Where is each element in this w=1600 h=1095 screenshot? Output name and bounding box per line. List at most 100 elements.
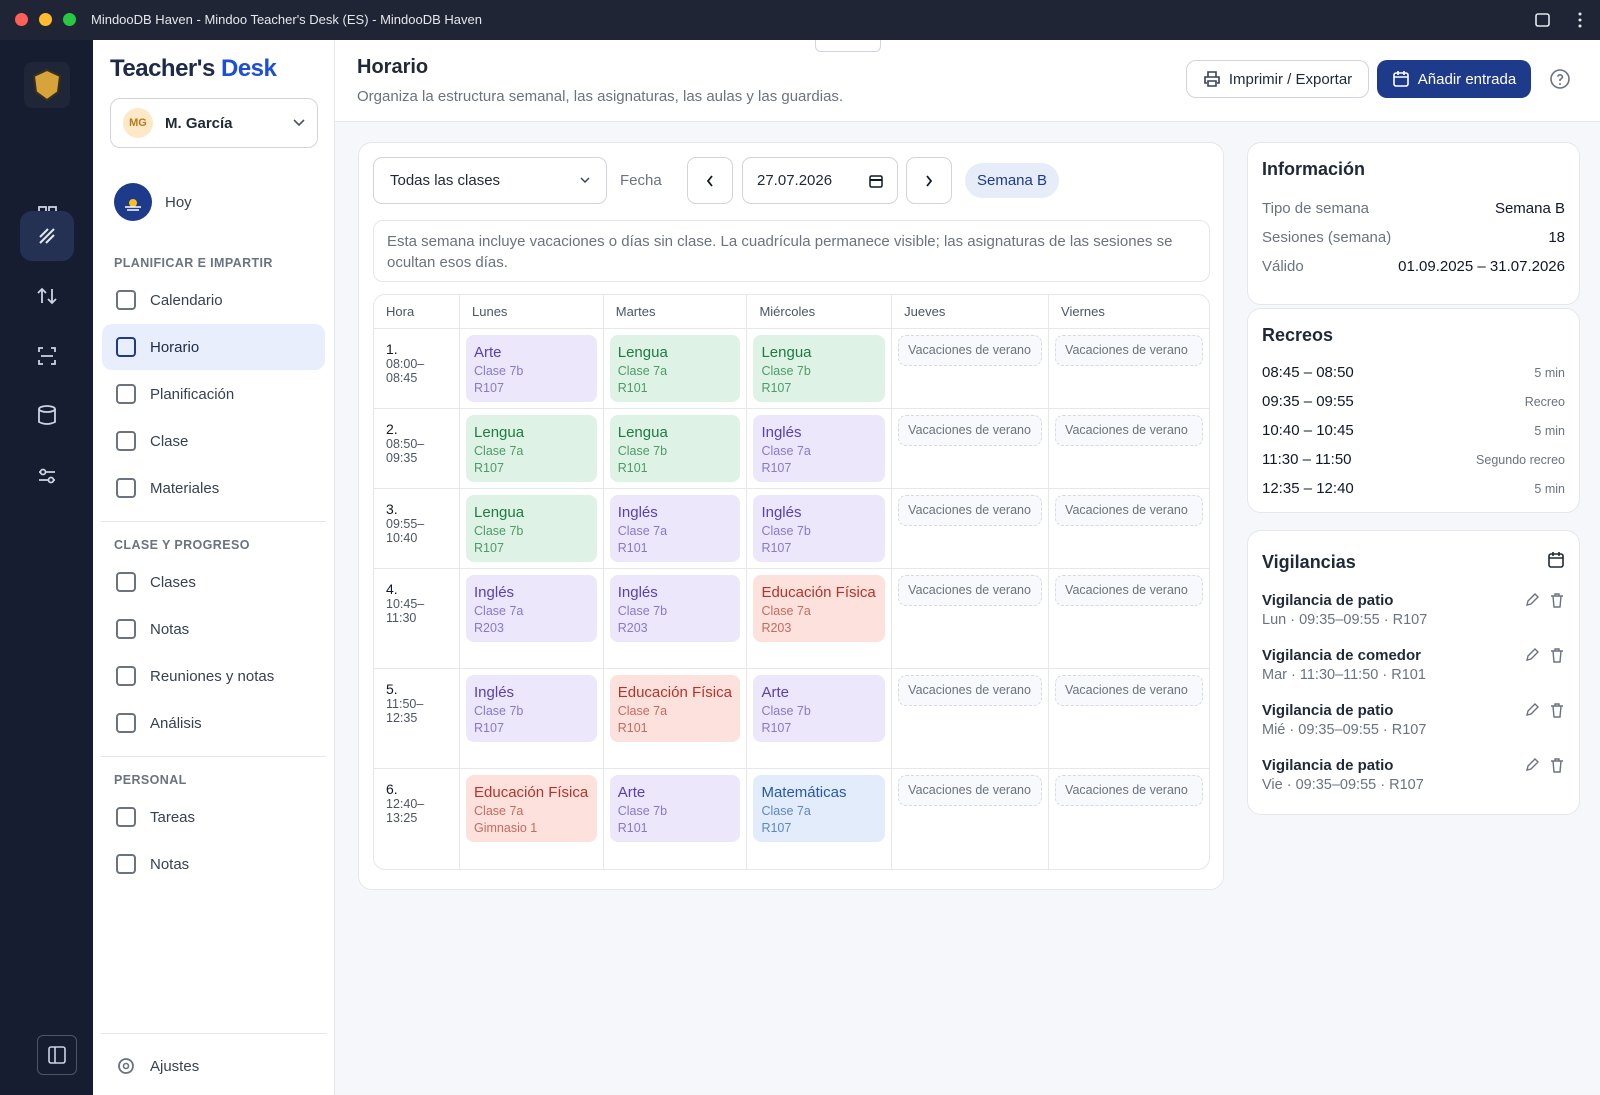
collapse-tab[interactable] xyxy=(815,40,881,52)
delete-icon[interactable] xyxy=(1549,702,1565,723)
session[interactable]: Inglés Clase 7a R101 xyxy=(609,495,741,562)
add-label: Añadir entrada xyxy=(1417,70,1517,88)
break-time: 09:35 – 09:55 xyxy=(1262,393,1354,410)
sync-nav[interactable] xyxy=(20,271,74,321)
supervision-detail: Mar · 11:30–11:50 · R101 xyxy=(1262,667,1426,683)
session[interactable]: Inglés Clase 7b R107 xyxy=(753,495,886,562)
close-button[interactable] xyxy=(15,13,28,26)
planning-nav[interactable] xyxy=(20,211,74,261)
session[interactable]: Arte Clase 7b R107 xyxy=(753,675,886,742)
print-button[interactable]: Imprimir / Exportar xyxy=(1186,60,1369,98)
nav-icon xyxy=(116,572,136,592)
nav-item[interactable]: Clases xyxy=(102,559,325,605)
break-row: 10:40 – 10:45 5 min xyxy=(1262,416,1565,445)
delete-icon[interactable] xyxy=(1549,647,1565,668)
session-room: R101 xyxy=(617,380,648,395)
nav-item[interactable]: Reuniones y notas xyxy=(102,653,325,699)
nav-item[interactable]: Tareas xyxy=(102,794,325,840)
database-nav[interactable] xyxy=(20,391,74,441)
nav-item[interactable]: Análisis xyxy=(102,700,325,746)
supervision-card: Vigilancias Vigilancia de patio Lun · 09:3… xyxy=(1247,530,1580,815)
edit-icon[interactable] xyxy=(1524,757,1540,778)
nav-item[interactable]: Materiales xyxy=(102,465,325,511)
nav-item[interactable]: Notas xyxy=(102,841,325,887)
filters-nav[interactable] xyxy=(20,451,74,501)
section-title: PERSONAL xyxy=(114,773,187,787)
session[interactable]: Educación Física Clase 7a R203 xyxy=(753,575,886,642)
holiday-note: Vacaciones de verano xyxy=(1055,415,1203,446)
session-room: R101 xyxy=(617,540,648,555)
period-number: 1. xyxy=(386,341,398,357)
delete-icon[interactable] xyxy=(1549,757,1565,778)
app-logo xyxy=(24,62,70,108)
day-cell: Vacaciones de verano xyxy=(1048,489,1209,569)
session-class: Clase 7b xyxy=(761,364,811,378)
add-button[interactable]: Añadir entrada xyxy=(1377,60,1531,98)
class-filter[interactable]: Todas las clases xyxy=(373,157,607,204)
minimize-button[interactable] xyxy=(39,13,52,26)
supervision-actions xyxy=(1524,702,1565,723)
session-subject: Lengua xyxy=(617,424,668,441)
session[interactable]: Lengua Clase 7a R107 xyxy=(466,415,597,482)
settings-link[interactable]: Ajustes xyxy=(102,1043,325,1089)
info-label: Tipo de semana xyxy=(1262,200,1370,217)
period-number: 3. xyxy=(386,501,398,517)
prev-week-button[interactable] xyxy=(687,157,733,204)
nav-item[interactable]: Clase xyxy=(102,418,325,464)
delete-icon[interactable] xyxy=(1549,592,1565,613)
session[interactable]: Arte Clase 7b R101 xyxy=(609,775,741,842)
session[interactable]: Inglés Clase 7a R107 xyxy=(753,415,886,482)
edit-icon[interactable] xyxy=(1524,702,1540,723)
session[interactable]: Educación Física Clase 7a Gimnasio 1 xyxy=(466,775,597,842)
maximize-button[interactable] xyxy=(63,13,76,26)
nav-item[interactable]: Notas xyxy=(102,606,325,652)
column-header: Viernes xyxy=(1048,295,1209,329)
break-time: 10:40 – 10:45 xyxy=(1262,422,1354,439)
user-initials: MG xyxy=(123,108,153,138)
nav-item[interactable]: Planificación xyxy=(102,371,325,417)
session[interactable]: Lengua Clase 7b R107 xyxy=(466,495,597,562)
scan-nav[interactable] xyxy=(20,331,74,381)
session-room: R203 xyxy=(761,620,792,635)
session-class: Clase 7a xyxy=(617,524,668,538)
session[interactable]: Inglés Clase 7b R107 xyxy=(466,675,597,742)
nav-icon xyxy=(116,290,136,310)
add-supervision-icon[interactable] xyxy=(1547,551,1565,574)
session[interactable]: Arte Clase 7b R107 xyxy=(466,335,597,402)
edit-icon[interactable] xyxy=(1524,592,1540,613)
nav-item[interactable]: Horario xyxy=(102,324,325,370)
today-link[interactable]: Hoy xyxy=(114,183,192,221)
period-cell: 6. 12:40–13:25 xyxy=(374,769,459,869)
menu-icon[interactable] xyxy=(1575,10,1585,30)
edit-icon[interactable] xyxy=(1524,647,1540,668)
session[interactable]: Lengua Clase 7b R107 xyxy=(753,335,886,402)
extension-icon[interactable] xyxy=(1533,10,1553,30)
session-subject: Inglés xyxy=(761,504,802,521)
break-label: Recreo xyxy=(1524,394,1565,409)
session[interactable]: Matemáticas Clase 7a R107 xyxy=(753,775,886,842)
nav-item[interactable]: Calendario xyxy=(102,277,325,323)
period-number: 6. xyxy=(386,781,398,797)
sidebar-toggle[interactable] xyxy=(37,1035,77,1075)
holiday-note: Vacaciones de verano xyxy=(898,415,1043,446)
next-week-button[interactable] xyxy=(906,157,952,204)
card-title: Recreos xyxy=(1262,325,1334,345)
session[interactable]: Lengua Clase 7b R101 xyxy=(609,415,741,482)
info-label: Sesiones (semana) xyxy=(1262,229,1392,246)
day-cell: Arte Clase 7b R101 xyxy=(602,769,747,869)
session-subject: Matemáticas xyxy=(761,784,847,801)
holiday-note: Vacaciones de verano xyxy=(898,495,1043,526)
day-cell: Inglés Clase 7a R101 xyxy=(602,489,747,569)
nav-icon xyxy=(116,666,136,686)
session[interactable]: Inglés Clase 7a R203 xyxy=(466,575,597,642)
session-room: R107 xyxy=(761,820,792,835)
user-select[interactable]: MG M. García xyxy=(110,98,318,148)
help-icon[interactable] xyxy=(1549,68,1571,90)
session[interactable]: Educación Física Clase 7a R101 xyxy=(609,675,741,742)
day-cell: Vacaciones de verano xyxy=(891,409,1049,489)
date-input[interactable]: 27.07.2026 xyxy=(742,157,898,204)
holiday-note: Vacaciones de verano xyxy=(1055,575,1203,606)
session[interactable]: Inglés Clase 7b R203 xyxy=(609,575,741,642)
nav-label: Notas xyxy=(150,855,190,873)
session[interactable]: Lengua Clase 7a R101 xyxy=(609,335,741,402)
